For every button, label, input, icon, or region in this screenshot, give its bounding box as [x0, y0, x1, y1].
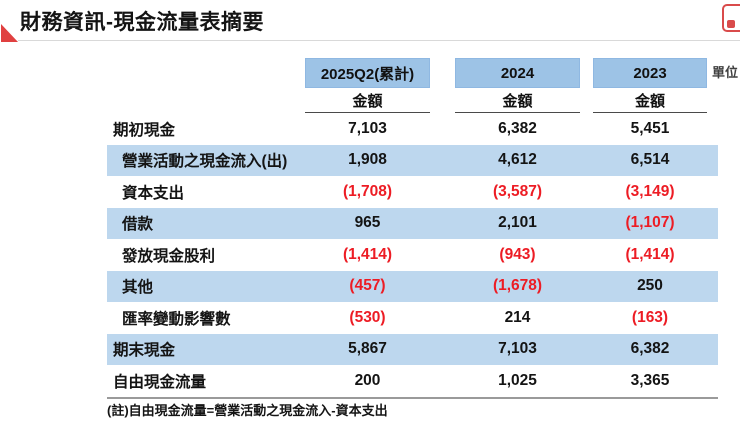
row-label: 自由現金流量 — [113, 373, 207, 391]
title-divider — [18, 40, 740, 41]
table-row: 資本支出 (1,708) (3,587) (3,149) — [107, 176, 718, 208]
cell-value: (3,149) — [625, 182, 675, 200]
page-title: 財務資訊-現金流量表摘要 — [20, 11, 264, 34]
cell-value: 6,382 — [630, 340, 670, 358]
row-label: 資本支出 — [122, 184, 185, 202]
cell-value: 965 — [354, 214, 381, 232]
cell-value: 4,612 — [498, 151, 537, 169]
column-header-2025q2: 2025Q2(累計) — [305, 58, 430, 88]
accent-triangle-icon — [1, 24, 18, 42]
cell-value: 6,382 — [498, 119, 537, 137]
company-logo-icon — [722, 4, 740, 32]
cell-value: 3,365 — [630, 371, 670, 389]
cell-value: 2,101 — [498, 214, 537, 232]
cell-value: (1,678) — [492, 277, 543, 295]
unit-label: 單位 — [712, 65, 739, 80]
row-label: 其他 — [122, 279, 154, 297]
cell-value: (1,414) — [625, 245, 675, 263]
header-spacer — [107, 58, 305, 88]
row-label: 發放現金股利 — [122, 247, 216, 265]
row-label: 期末現金 — [113, 342, 176, 360]
cell-value: (943) — [499, 245, 536, 263]
row-label: 借款 — [122, 216, 154, 234]
table-subheader-row: 金額 金額 金額 — [107, 89, 718, 113]
row-label: 營業活動之現金流入(出) — [122, 153, 288, 171]
table-body: 期初現金 7,103 6,382 5,451 營業活動之現金流入(出) 1,908 4,61… — [107, 113, 718, 399]
logo-dot-icon — [727, 20, 735, 28]
table-row: 營業活動之現金流入(出) 1,908 4,612 6,514 — [107, 144, 718, 176]
cash-flow-table: 2025Q2(累計) 2024 2023 金額 金額 金額 期初現金 7,103 6… — [107, 58, 718, 399]
cell-value: (1,414) — [342, 245, 393, 263]
column-header-2023: 2023 — [593, 58, 707, 88]
column-header-2024: 2024 — [455, 58, 580, 88]
table-row: 期末現金 5,867 7,103 6,382 — [107, 333, 718, 365]
footnote: (註)自由現金流量=營業活動之現金流入-資本支出 — [107, 403, 388, 418]
cell-value: (1,107) — [625, 214, 675, 232]
table-row: 匯率變動影響數 (530) 214 (163) — [107, 302, 718, 334]
cell-value: 7,103 — [498, 340, 537, 358]
cell-value: 250 — [637, 277, 663, 295]
cell-value: 214 — [504, 308, 531, 326]
cell-value: (3,587) — [492, 182, 543, 200]
row-label: 期初現金 — [113, 121, 176, 139]
cell-value: 7,103 — [348, 119, 387, 137]
table-header-row: 2025Q2(累計) 2024 2023 — [107, 58, 718, 88]
subheader-spacer — [107, 89, 305, 113]
row-label: 匯率變動影響數 — [122, 310, 231, 328]
cell-value: (163) — [631, 308, 669, 326]
cell-value: (530) — [349, 308, 386, 326]
table-row: 借款 965 2,101 (1,107) — [107, 207, 718, 239]
cell-value: 200 — [354, 371, 381, 389]
amount-subheader: 金額 — [305, 89, 430, 113]
cell-value: 1,025 — [498, 371, 537, 389]
amount-subheader: 金額 — [455, 89, 580, 113]
cell-value: 5,451 — [630, 119, 670, 137]
cell-value: 1,908 — [348, 151, 387, 169]
table-row: 期初現金 7,103 6,382 5,451 — [107, 113, 718, 145]
cell-value: 6,514 — [630, 151, 670, 169]
cell-value: (457) — [349, 277, 386, 295]
cell-value: 5,867 — [348, 340, 387, 358]
table-row: 自由現金流量 200 1,025 3,365 — [107, 365, 718, 397]
cell-value: (1,708) — [342, 182, 393, 200]
table-row: 其他 (457) (1,678) 250 — [107, 270, 718, 302]
table-row: 發放現金股利 (1,414) (943) (1,414) — [107, 239, 718, 271]
amount-subheader: 金額 — [593, 89, 707, 113]
